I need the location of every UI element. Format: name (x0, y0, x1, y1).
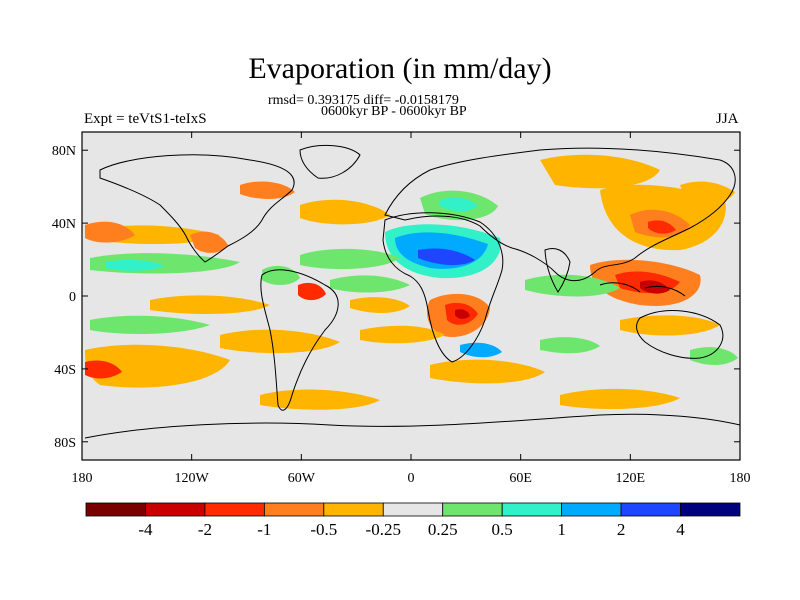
anomaly-patch (90, 315, 210, 335)
colorbar-swatch (382, 502, 444, 517)
colorbar (85, 502, 741, 517)
colorbar-swatch (561, 502, 622, 517)
period-label: 0600kyr BP - 0600kyr BP (321, 104, 467, 119)
colorbar-label: -1 (257, 520, 272, 539)
rmsd-stats: rmsd= 0.393175 diff= -0.0158179 (268, 93, 459, 108)
anomaly-patch (350, 297, 410, 313)
anomaly-patch (240, 181, 295, 199)
anomaly-patch (300, 248, 400, 270)
anomaly-patch (525, 274, 620, 297)
colorbar-swatch (620, 502, 681, 517)
lat-tick-label: 80N (52, 144, 76, 159)
anomaly-patch (190, 231, 228, 253)
coastline-eurasia (384, 147, 736, 282)
anomaly-patch (440, 197, 478, 212)
colorbar-label: -0.5 (310, 520, 338, 539)
lon-axis: 180 120W 60W 0 60E 120E 180 (72, 132, 751, 486)
anomaly-patch (648, 220, 676, 234)
season-label: JJA (716, 111, 739, 127)
anomaly-patch (540, 154, 660, 189)
coastline-australia (636, 310, 724, 359)
coastline-indonesia (599, 282, 686, 297)
colorbar-label: -0.25 (365, 520, 401, 539)
colorbar-label: 4 (676, 520, 685, 539)
anomaly-patch (105, 259, 165, 271)
anomaly-patch (85, 344, 230, 388)
anomaly-patch (418, 248, 475, 266)
anomaly-patch (330, 275, 410, 293)
anomaly-patch (460, 342, 502, 358)
lon-tick-label: 60W (288, 471, 316, 486)
coastline-greenland (299, 145, 361, 179)
colorbar-swatch (145, 502, 206, 517)
anomaly-patch (85, 221, 135, 243)
anomaly-patch (300, 199, 390, 225)
anomaly-patch (640, 280, 670, 294)
lat-tick-label: 80S (54, 436, 76, 451)
lat-axis: 80N 40N 0 40S 80S (52, 144, 740, 451)
colorbar-swatch (680, 502, 741, 517)
anomaly-patch (360, 325, 445, 344)
colorbar-label: 1 (557, 520, 566, 539)
colorbar-label: 0.25 (427, 520, 458, 539)
anomaly-patch (690, 347, 738, 365)
colorbar-swatch (501, 502, 563, 517)
colorbar-swatch (442, 502, 503, 517)
coastline-antarctica (84, 413, 741, 439)
colorbar-swatch (323, 502, 384, 517)
anomaly-patch (560, 388, 680, 410)
anomaly-patch (680, 181, 735, 204)
lat-tick-label: 40S (54, 363, 76, 378)
coastline-africa (382, 212, 504, 363)
lat-tick-label: 40N (52, 217, 76, 232)
experiment-label: Expt = teVtS1-teIxS (84, 111, 207, 127)
colorbar-swatch (85, 502, 146, 517)
anomaly-patch (455, 309, 470, 319)
colorbar-swatch (204, 502, 265, 517)
colorbar-label: -2 (197, 520, 212, 539)
map-title: Evaporation (in mm/day) (248, 52, 552, 85)
anomaly-patch (220, 329, 340, 354)
colorbar-label: -4 (138, 520, 153, 539)
anomaly-fields (85, 154, 738, 410)
coastlines (84, 145, 741, 439)
anomaly-patch (620, 315, 720, 336)
anomaly-patch (150, 295, 270, 315)
coastline-north-america (99, 154, 295, 263)
lon-tick-label: 120W (175, 471, 210, 486)
lon-tick-label: 0 (408, 471, 415, 486)
colorbar-swatch (263, 502, 325, 517)
anomaly-patch (540, 337, 600, 354)
anomaly-patch (298, 282, 326, 301)
lon-tick-label: 180 (730, 471, 751, 486)
anomaly-patch (260, 389, 380, 410)
anomaly-patch (85, 360, 122, 379)
lon-tick-label: 120E (616, 471, 646, 486)
anomaly-patch (430, 359, 545, 384)
lat-tick-label: 0 (69, 290, 76, 305)
coastline-india (544, 248, 571, 293)
lon-tick-label: 180 (72, 471, 93, 486)
coastline-south-america (260, 269, 339, 411)
lon-tick-label: 60E (509, 471, 532, 486)
colorbar-label: 2 (616, 520, 626, 539)
colorbar-label: 0.5 (491, 520, 513, 539)
